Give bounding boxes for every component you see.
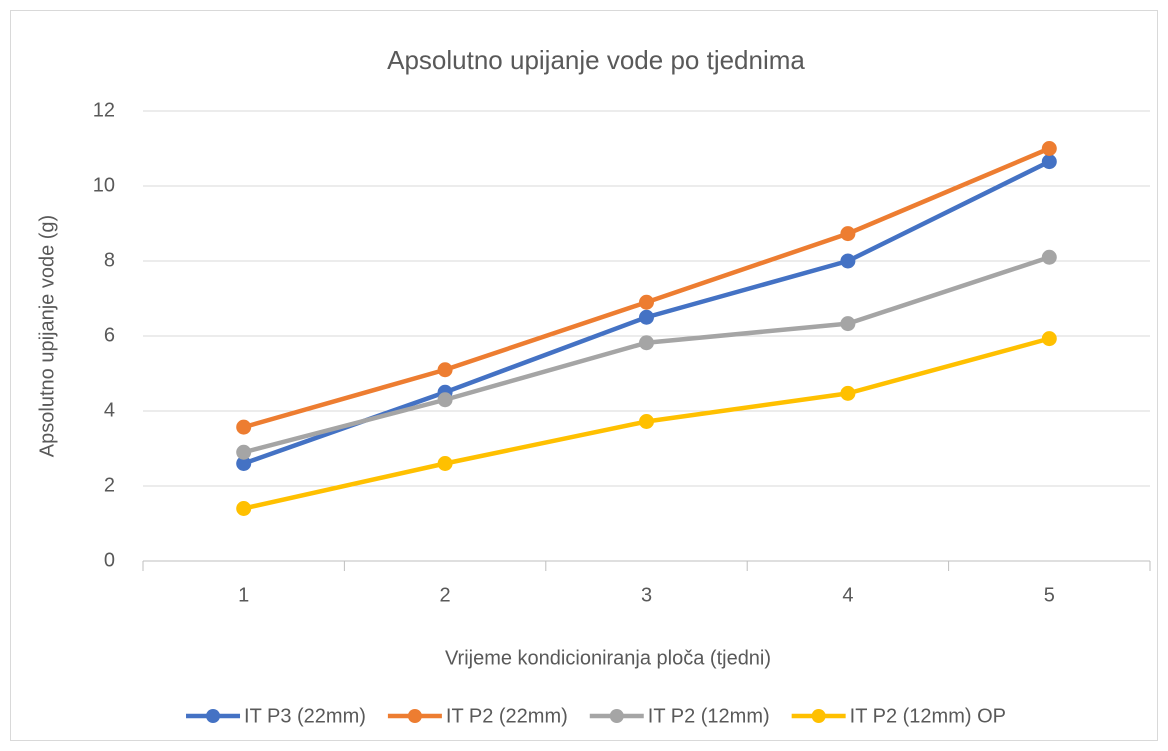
data-point — [437, 392, 453, 408]
data-point — [840, 226, 856, 242]
data-point — [437, 456, 453, 471]
legend-item: IT P2 (12mm) OP — [791, 705, 1006, 727]
y-tick-label: 8 — [104, 249, 115, 271]
y-axis-label: Apsolutno upijanje vode (g) — [36, 215, 58, 457]
data-point — [236, 501, 252, 516]
data-point — [639, 294, 654, 310]
legend-label: IT P3 (22mm) — [244, 705, 366, 727]
data-point — [437, 362, 453, 378]
legend-marker — [609, 709, 624, 723]
legend-item: IT P2 (12mm) — [589, 705, 770, 727]
data-point — [840, 253, 856, 269]
x-tick-label: 3 — [641, 584, 652, 606]
chart-title: Apsolutno upijanje vode po tjednima — [387, 45, 805, 75]
data-point — [1041, 249, 1057, 265]
x-tick-label: 4 — [842, 584, 853, 606]
x-tick-label: 5 — [1044, 584, 1055, 606]
data-point — [1041, 154, 1057, 170]
legend-item: IT P3 (22mm) — [186, 705, 366, 727]
x-axis-label: Vrijeme kondicioniranja ploča (tjedni) — [445, 647, 771, 669]
data-point — [1041, 331, 1057, 347]
y-tick-label: 4 — [104, 399, 115, 421]
legend-label: IT P2 (12mm) OP — [850, 705, 1006, 727]
data-point — [840, 316, 856, 332]
legend-marker — [407, 709, 422, 723]
legend-label: IT P2 (22mm) — [446, 705, 568, 727]
y-tick-label: 12 — [93, 99, 115, 121]
data-point — [639, 335, 654, 351]
x-tick-label: 2 — [440, 584, 451, 606]
data-point — [639, 309, 654, 325]
y-tick-label: 10 — [93, 174, 115, 196]
legend-marker — [811, 709, 826, 723]
data-point — [236, 419, 252, 435]
legend-item: IT P2 (22mm) — [387, 705, 568, 727]
chart-border — [10, 10, 1158, 741]
legend-label: IT P2 (12mm) — [648, 705, 770, 727]
x-tick-label: 1 — [238, 584, 249, 606]
legend-marker — [206, 709, 221, 723]
y-tick-label: 6 — [104, 324, 115, 346]
y-tick-label: 2 — [104, 474, 115, 496]
data-point — [840, 385, 856, 401]
y-tick-label: 0 — [104, 549, 115, 571]
data-point — [236, 444, 252, 460]
data-point — [639, 414, 654, 429]
data-point — [1041, 141, 1057, 156]
